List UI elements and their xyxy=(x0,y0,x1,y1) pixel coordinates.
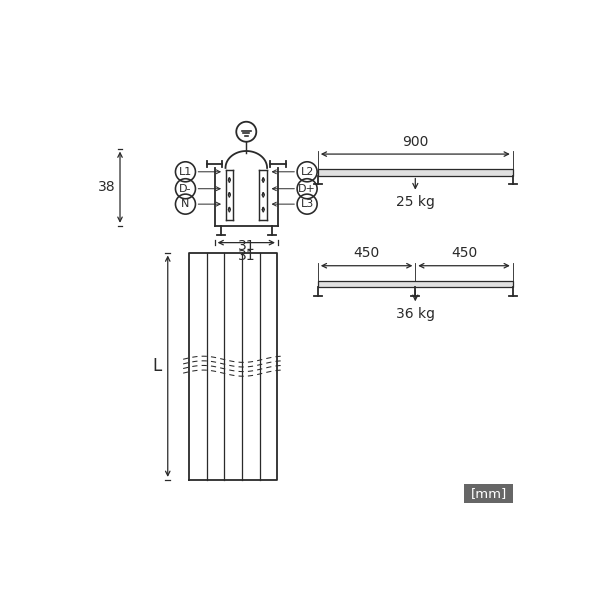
Text: 900: 900 xyxy=(402,135,428,149)
Text: L: L xyxy=(152,357,161,375)
Bar xyxy=(464,485,514,503)
Text: L2: L2 xyxy=(300,167,314,177)
Text: D+: D+ xyxy=(298,184,316,194)
Text: 450: 450 xyxy=(451,246,477,261)
Bar xyxy=(318,281,513,287)
Text: N: N xyxy=(181,199,190,209)
Text: 31: 31 xyxy=(238,249,255,263)
Text: D-: D- xyxy=(179,184,191,194)
Text: L3: L3 xyxy=(300,199,314,209)
Text: 450: 450 xyxy=(353,246,380,261)
Text: 38: 38 xyxy=(98,180,115,194)
Text: 25 kg: 25 kg xyxy=(396,195,435,209)
Text: [mm]: [mm] xyxy=(470,487,507,500)
Text: 31: 31 xyxy=(238,239,255,254)
Text: 36 kg: 36 kg xyxy=(396,307,435,320)
Bar xyxy=(318,170,513,176)
Text: L1: L1 xyxy=(179,167,192,177)
